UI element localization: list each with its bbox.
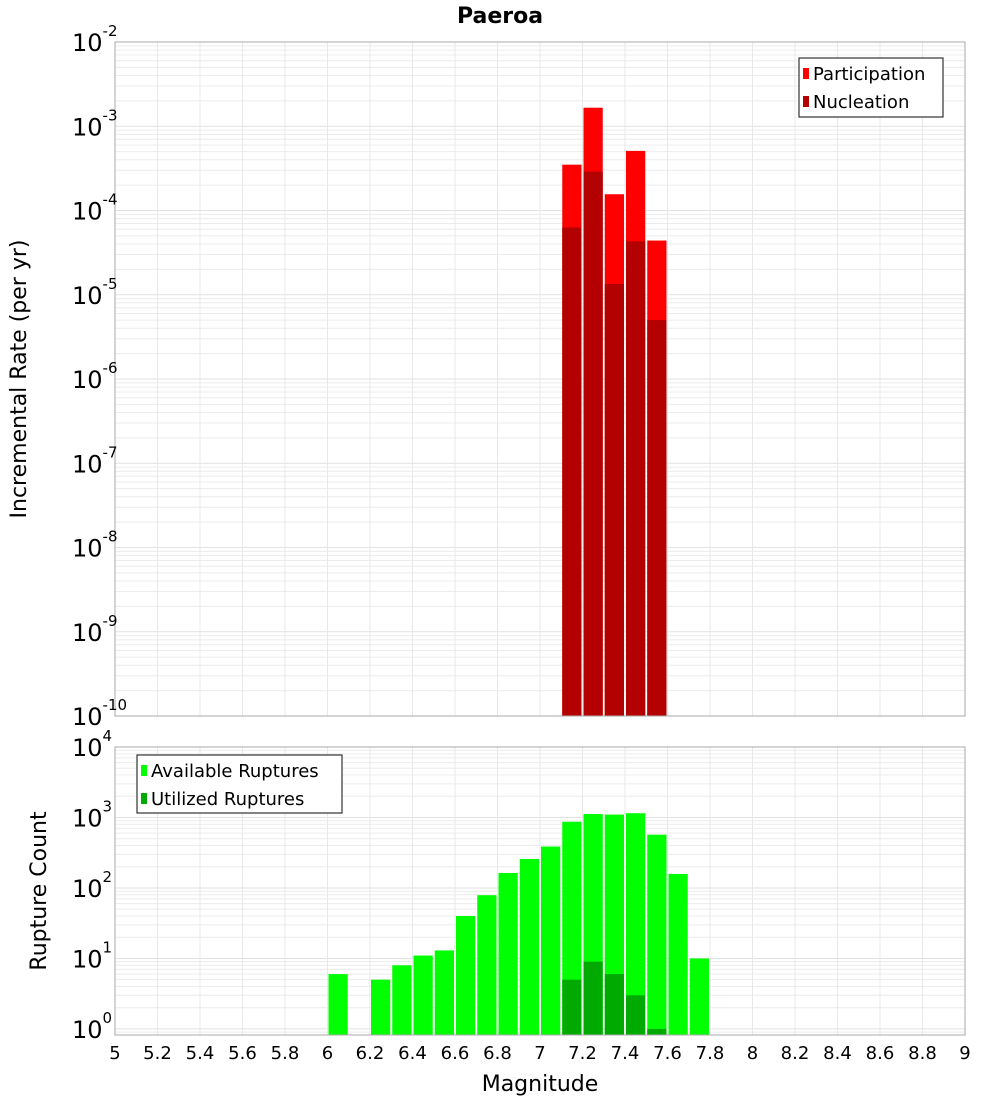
y-tick-label: 10-4: [72, 191, 118, 226]
x-tick-label: 5.2: [143, 1043, 172, 1064]
legend-box: [136, 754, 343, 814]
bar-nucleation: [604, 284, 624, 716]
bar-available-ruptures: [541, 846, 561, 1035]
legend-label: Available Ruptures: [151, 761, 319, 782]
bar-available-ruptures: [519, 858, 539, 1035]
rate-plot: 10-2 10-3 10-4 10-5 10-6 10-7 10-8 10-9 10-10 Par…: [72, 22, 966, 731]
x-tick-label: 5.4: [186, 1043, 215, 1064]
chart-title: Paeroa: [457, 4, 543, 29]
x-tick-label: 9: [959, 1043, 970, 1064]
y-tick-label: 10-8: [72, 528, 118, 563]
y-tick-label: 102: [72, 868, 112, 903]
legend: Participation Nucleation: [798, 57, 944, 118]
y-tick-label: 10-10: [72, 696, 127, 731]
bar-utilized-ruptures: [583, 961, 603, 1035]
bar-utilized-ruptures: [647, 1028, 667, 1035]
x-tick-label: 5.8: [271, 1043, 300, 1064]
x-tick-label: 7.8: [696, 1043, 725, 1064]
bar-available-ruptures: [413, 955, 433, 1035]
legend-box: [798, 57, 944, 118]
y-tick-label: 10-3: [72, 106, 118, 141]
y-axis-label-rate: Incremental Rate (per yr): [7, 240, 32, 519]
x-tick-label: 6.2: [356, 1043, 385, 1064]
bar-nucleation: [562, 227, 582, 716]
bar-nucleation: [647, 320, 667, 716]
bar-available-ruptures: [434, 950, 454, 1035]
y-tick-label: 10-2: [72, 22, 118, 57]
y-tick-label: 10-6: [72, 359, 118, 394]
y-tick-label: 10-7: [72, 443, 118, 478]
bar-available-ruptures: [392, 965, 412, 1035]
x-tick-label: 8.2: [781, 1043, 810, 1064]
plot-frame: [114, 41, 966, 717]
x-axis-label: Magnitude: [482, 1072, 599, 1097]
bar-available-ruptures: [498, 873, 518, 1035]
bar-available-ruptures: [689, 958, 709, 1035]
legend-swatch: [803, 96, 809, 107]
bar-available-ruptures: [456, 916, 476, 1035]
x-tick-label: 8.8: [908, 1043, 937, 1064]
x-tick-label: 8: [747, 1043, 758, 1064]
legend-label: Utilized Ruptures: [151, 789, 304, 810]
bar-available-ruptures: [371, 979, 391, 1035]
bar-utilized-ruptures: [626, 995, 646, 1035]
bar-nucleation: [626, 241, 646, 716]
x-tick-label: 5.6: [228, 1043, 257, 1064]
x-tick-label: 6.8: [483, 1043, 512, 1064]
bar-available-ruptures: [626, 813, 646, 1035]
legend-label: Nucleation: [813, 92, 909, 113]
bar-available-ruptures: [668, 873, 688, 1035]
bar-available-ruptures: [647, 834, 667, 1035]
y-tick-label: 10-5: [72, 275, 118, 310]
bar-available-ruptures: [328, 974, 348, 1035]
legend-swatch: [141, 793, 147, 804]
x-tick-label: 7.4: [611, 1043, 640, 1064]
legend-swatch: [803, 68, 809, 79]
x-tick-label: 6.4: [398, 1043, 427, 1064]
x-tick-label: 6: [322, 1043, 333, 1064]
y-tick-label: 10-9: [72, 612, 118, 647]
bar-utilized-ruptures: [562, 979, 582, 1035]
bar-available-ruptures: [477, 895, 497, 1035]
x-tick-label: 7.6: [653, 1043, 682, 1064]
plot-frame: [114, 746, 966, 1036]
x-tick-label: 5: [109, 1043, 120, 1064]
y-tick-label: 100: [72, 1009, 112, 1044]
bar-nucleation: [583, 171, 603, 716]
y-tick-label: 103: [72, 797, 112, 832]
legend: Available Ruptures Utilized Ruptures: [136, 754, 343, 814]
x-tick-label: 6.6: [441, 1043, 470, 1064]
y-axis-label-count: Rupture Count: [27, 811, 52, 971]
x-tick-label: 8.6: [866, 1043, 895, 1064]
legend-label: Participation: [813, 64, 925, 85]
y-tick-label: 104: [72, 727, 112, 762]
y-tick-label: 101: [72, 938, 112, 973]
bar-utilized-ruptures: [604, 974, 624, 1035]
legend-swatch: [141, 765, 147, 776]
x-tick-label: 7: [534, 1043, 545, 1064]
x-tick-label: 7.2: [568, 1043, 597, 1064]
x-tick-label: 8.4: [823, 1043, 852, 1064]
